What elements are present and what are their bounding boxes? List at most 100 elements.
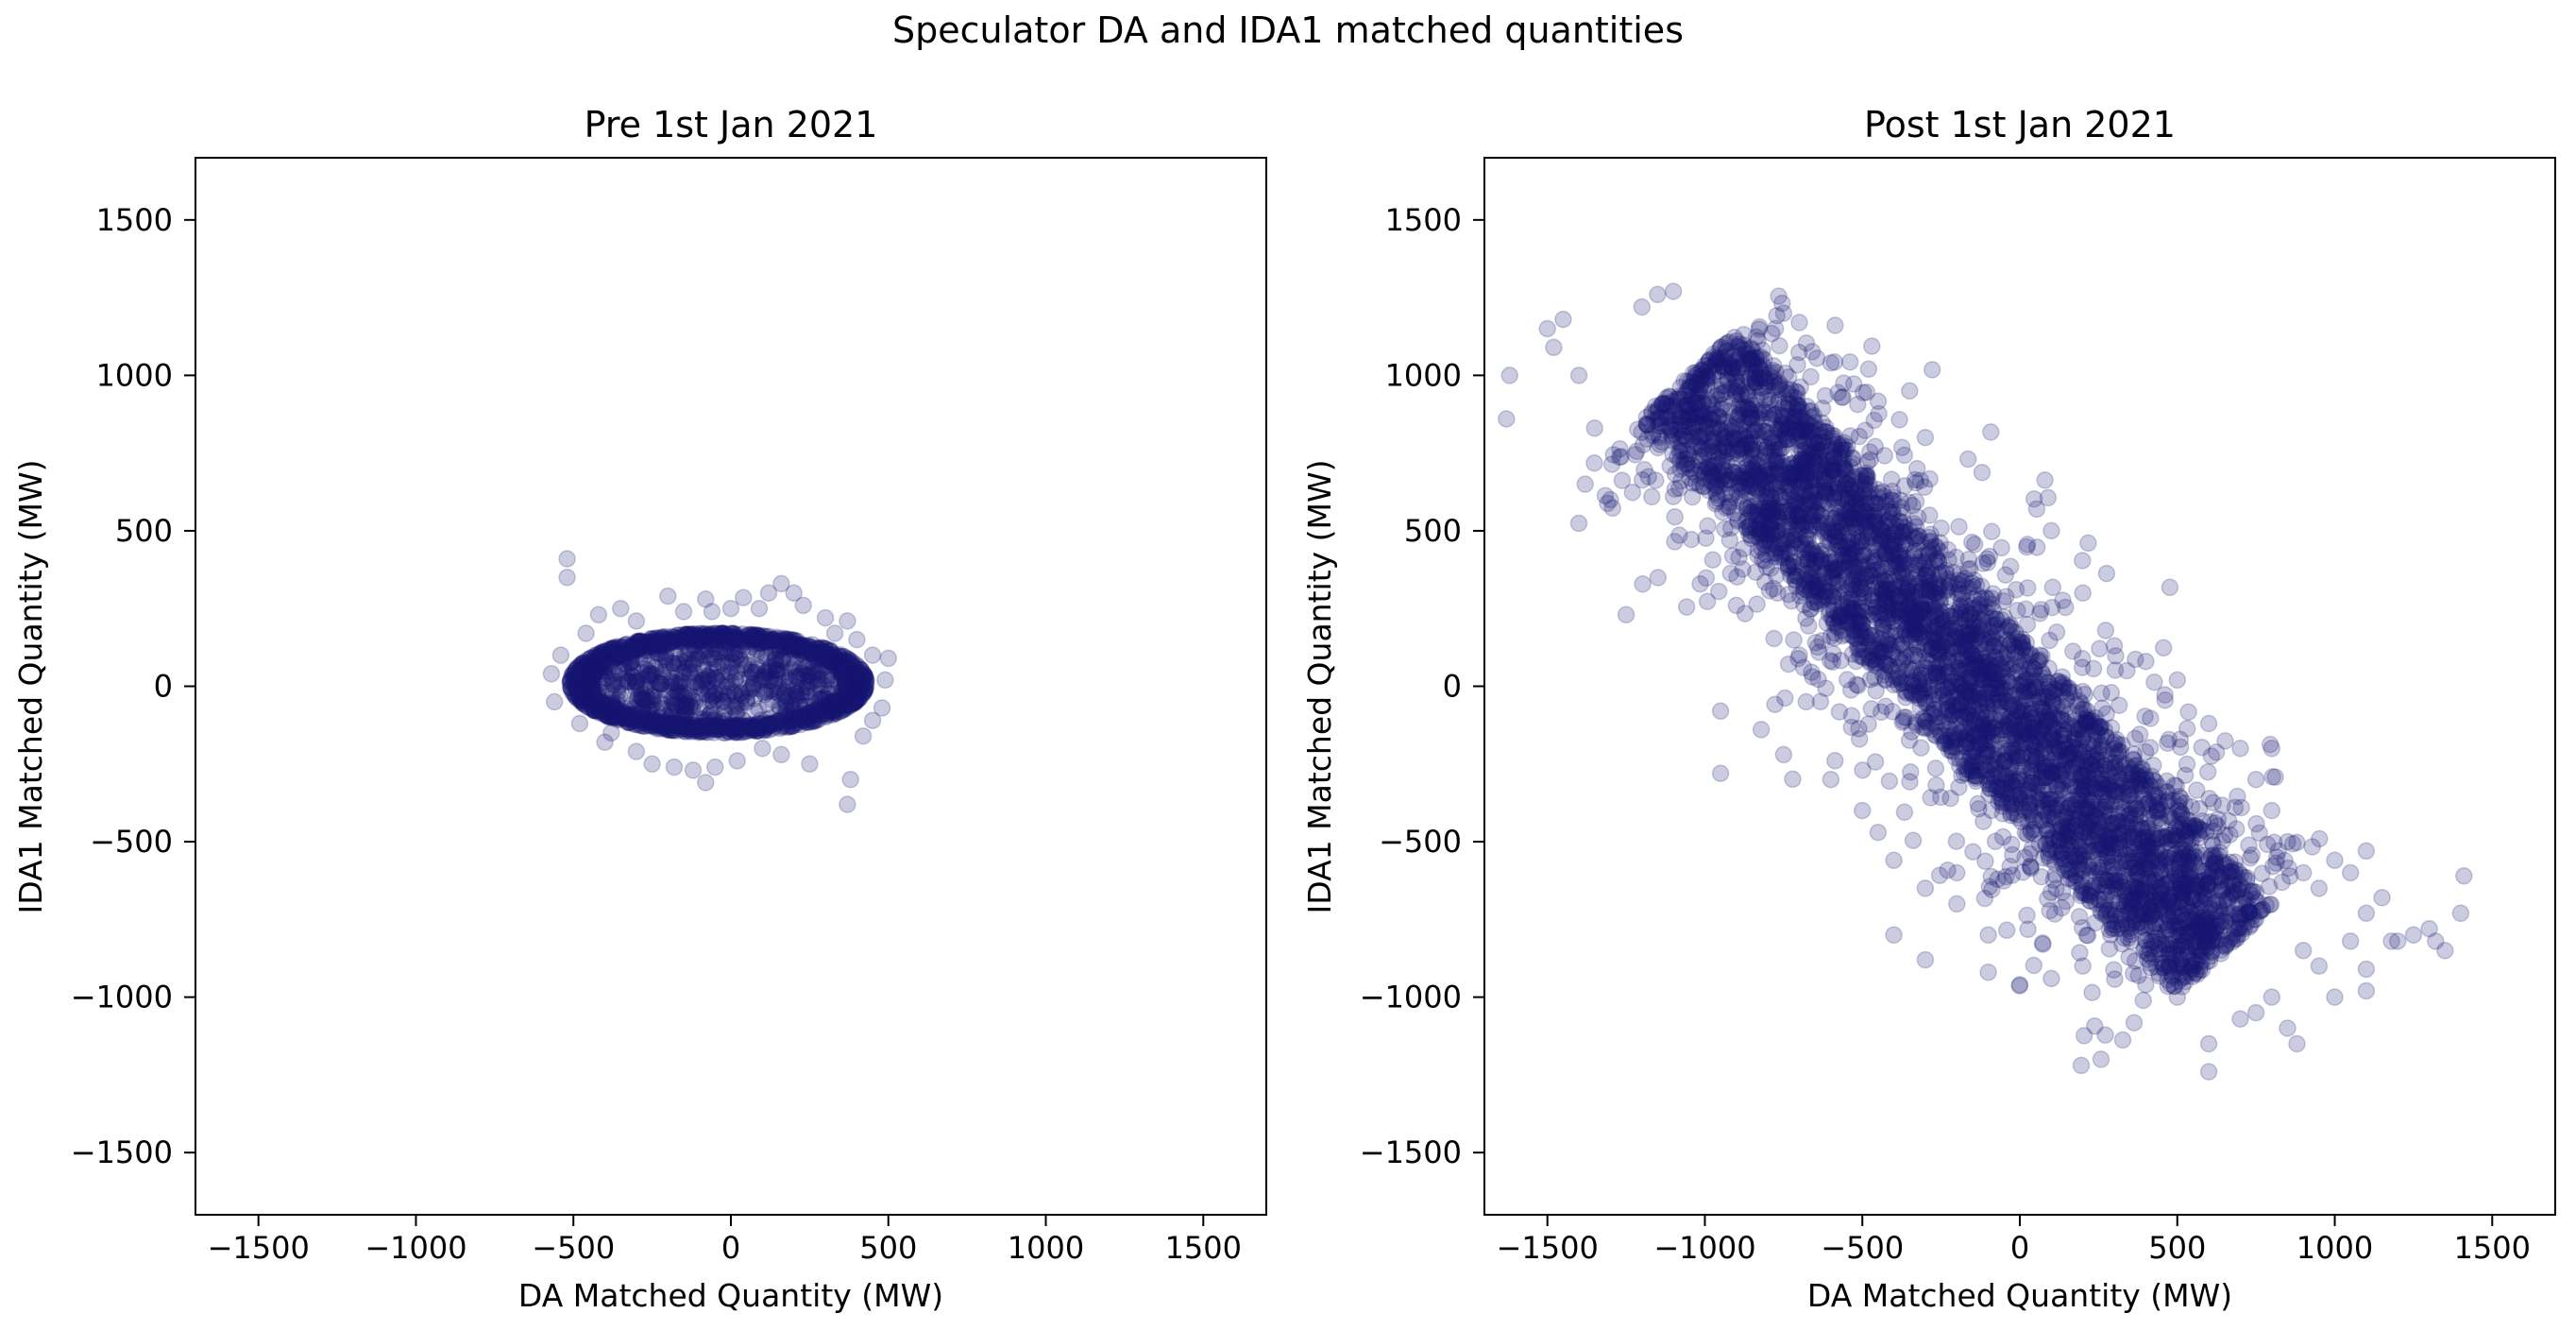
scatter-point: [802, 756, 818, 772]
scatter-point: [751, 701, 767, 717]
scatter-point: [2127, 1015, 2143, 1031]
scatter-point: [628, 743, 644, 759]
scatter-point: [644, 756, 660, 772]
scatter-point: [777, 684, 793, 700]
scatter-point: [757, 720, 773, 736]
scatter-point: [635, 705, 651, 721]
scatter-point: [856, 728, 872, 744]
scatter-point: [2094, 700, 2110, 716]
scatter-point: [2106, 962, 2122, 978]
scatter-point: [552, 647, 568, 663]
scatter-point: [707, 759, 723, 776]
scatter-point: [643, 665, 659, 681]
scatter-point: [1891, 412, 1907, 428]
scatter-point: [1864, 338, 1880, 354]
scatter-point: [696, 672, 712, 688]
scatter-point: [1997, 567, 2013, 583]
scatter-point: [667, 759, 683, 776]
scatter-point: [1896, 804, 1912, 820]
scatter-point: [818, 610, 834, 626]
scatter-point: [865, 647, 881, 663]
scatter-point: [659, 634, 675, 650]
scatter-point: [707, 686, 723, 702]
scatter-point: [2189, 782, 2205, 798]
scatter-point: [790, 710, 806, 726]
scatter-point: [770, 662, 786, 678]
scatter-point: [1754, 722, 1770, 738]
scatter-point: [788, 638, 805, 654]
scatter-point: [559, 551, 575, 567]
scatter-point: [2075, 920, 2091, 936]
scatter-point: [680, 640, 696, 656]
scatter-point: [1906, 832, 1922, 848]
x-tick-label: −500: [532, 1230, 615, 1266]
scatter-point: [849, 632, 865, 648]
scatter-point: [1786, 632, 1802, 648]
scatter-point: [2098, 566, 2114, 582]
scatter-point: [559, 570, 575, 586]
x-tick-label: 500: [859, 1230, 917, 1266]
x-tick-label: −1500: [208, 1230, 310, 1266]
scatter-point: [676, 604, 692, 620]
scatter-point: [1913, 740, 1929, 756]
scatter-point: [2115, 1032, 2131, 1049]
scatter-point: [626, 639, 642, 656]
scatter-point: [686, 762, 702, 778]
scatter-point: [770, 634, 786, 650]
scatter-point: [2065, 643, 2081, 659]
scatter-point: [603, 725, 619, 741]
scatter-point: [695, 648, 711, 664]
scatter-point: [728, 707, 744, 723]
scatter-point: [628, 613, 644, 629]
scatter-point: [594, 644, 610, 660]
scatter-point: [2200, 764, 2216, 780]
scatter-point: [1586, 455, 1602, 471]
left-y-axis-label: IDA1 Matched Quantity (MW): [12, 460, 49, 914]
scatter-point: [827, 625, 843, 641]
scatter-point: [1876, 448, 1892, 464]
scatter-point: [578, 625, 594, 641]
scatter-point: [810, 676, 826, 692]
scatter-point: [877, 672, 893, 688]
y-tick-label: −500: [90, 824, 173, 860]
y-tick-label: −1500: [71, 1134, 173, 1170]
scatter-point: [726, 629, 742, 645]
scatter-point: [795, 597, 811, 613]
scatter-point: [865, 712, 881, 728]
x-tick-label: −1000: [364, 1230, 466, 1266]
y-tick-label: 1500: [96, 202, 173, 238]
scatter-point: [741, 683, 757, 699]
scatter-point: [592, 705, 608, 721]
scatter-point: [1571, 516, 1587, 532]
scatter-point: [706, 633, 722, 649]
scatter-point: [543, 666, 559, 682]
scatter-point: [737, 660, 754, 676]
scatter-point: [2035, 936, 2051, 952]
y-tick-label: 500: [115, 513, 173, 549]
scatter-point: [653, 695, 669, 711]
scatter-point: [839, 613, 856, 629]
scatter-point: [835, 648, 851, 664]
scatter-point: [1894, 439, 1910, 455]
scatter-point: [2093, 1051, 2110, 1067]
scatter-point: [743, 721, 759, 737]
y-tick-label: −1000: [71, 980, 173, 1015]
y-tick-label: 0: [154, 669, 173, 705]
scatter-point: [660, 588, 676, 605]
scatter-point: [729, 753, 745, 769]
scatter-point: [2304, 839, 2320, 855]
scatter-point: [2080, 535, 2096, 551]
scatter-point: [647, 716, 663, 732]
scatter-point: [547, 694, 563, 710]
scatter-point: [754, 741, 771, 757]
scatter-point: [754, 673, 771, 689]
scatter-point: [2009, 603, 2025, 619]
scatter-point: [2084, 984, 2100, 1000]
scatter-point: [809, 641, 825, 657]
right-chart-title: Post 1st Jan 2021: [1864, 104, 2176, 145]
